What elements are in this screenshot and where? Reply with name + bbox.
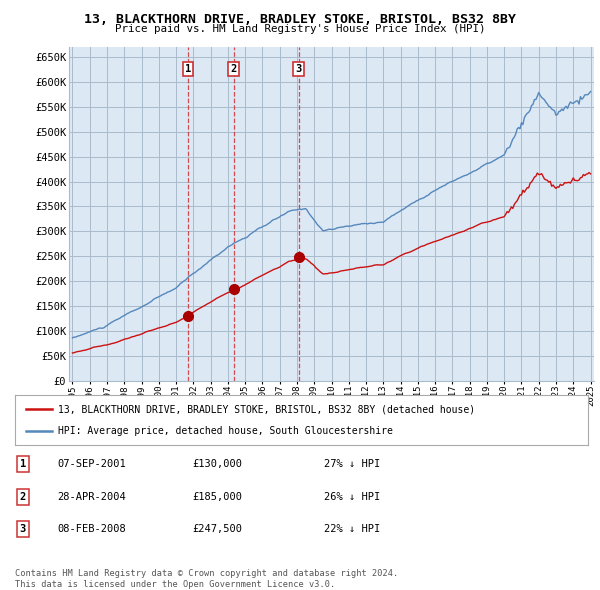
Text: 07-SEP-2001: 07-SEP-2001 xyxy=(57,460,126,469)
Text: 1: 1 xyxy=(185,64,191,74)
Text: 27% ↓ HPI: 27% ↓ HPI xyxy=(324,460,380,469)
Text: £247,500: £247,500 xyxy=(192,525,242,534)
Text: Contains HM Land Registry data © Crown copyright and database right 2024.: Contains HM Land Registry data © Crown c… xyxy=(15,569,398,578)
Text: 13, BLACKTHORN DRIVE, BRADLEY STOKE, BRISTOL, BS32 8BY: 13, BLACKTHORN DRIVE, BRADLEY STOKE, BRI… xyxy=(84,13,516,26)
Text: 13, BLACKTHORN DRIVE, BRADLEY STOKE, BRISTOL, BS32 8BY (detached house): 13, BLACKTHORN DRIVE, BRADLEY STOKE, BRI… xyxy=(58,404,475,414)
Text: £130,000: £130,000 xyxy=(192,460,242,469)
Text: 28-APR-2004: 28-APR-2004 xyxy=(57,492,126,502)
Text: 08-FEB-2008: 08-FEB-2008 xyxy=(57,525,126,534)
Text: 1: 1 xyxy=(20,460,26,469)
Text: £185,000: £185,000 xyxy=(192,492,242,502)
Text: 3: 3 xyxy=(20,525,26,534)
Text: This data is licensed under the Open Government Licence v3.0.: This data is licensed under the Open Gov… xyxy=(15,579,335,589)
Text: Price paid vs. HM Land Registry's House Price Index (HPI): Price paid vs. HM Land Registry's House … xyxy=(115,24,485,34)
Text: 2: 2 xyxy=(20,492,26,502)
Text: 2: 2 xyxy=(230,64,237,74)
Text: 26% ↓ HPI: 26% ↓ HPI xyxy=(324,492,380,502)
Text: HPI: Average price, detached house, South Gloucestershire: HPI: Average price, detached house, Sout… xyxy=(58,427,393,437)
Text: 3: 3 xyxy=(296,64,302,74)
Text: 22% ↓ HPI: 22% ↓ HPI xyxy=(324,525,380,534)
